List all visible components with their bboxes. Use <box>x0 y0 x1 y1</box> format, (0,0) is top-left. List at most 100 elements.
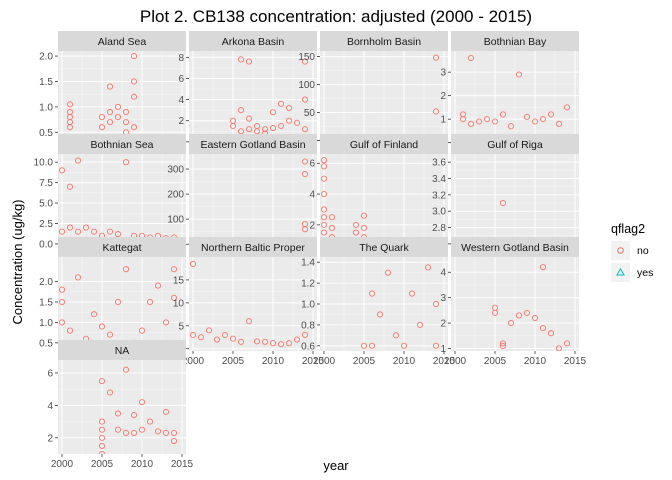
data-point-no <box>130 124 138 131</box>
data-point-no <box>320 191 328 198</box>
data-point-no <box>320 175 328 182</box>
y-axis-title: Concentration (ug/kg) <box>10 199 25 324</box>
data-point-no <box>90 311 98 318</box>
facet-panel: Arkona Basin02468 <box>178 31 317 148</box>
data-point-no <box>130 53 138 60</box>
y-tick-label: 2 <box>440 319 446 330</box>
x-tick-label: 2010 <box>393 356 416 367</box>
data-point-no <box>106 331 114 338</box>
data-point-no <box>320 221 328 228</box>
data-point-no <box>114 103 122 110</box>
y-tick-label: 4 <box>178 95 184 106</box>
data-point-no <box>376 311 384 318</box>
data-points <box>320 157 368 244</box>
facet-panel: Bothnian Bay0123 <box>440 31 579 149</box>
x-tick-label: 2010 <box>262 356 285 367</box>
data-point-no <box>162 408 170 415</box>
x-tick-label: 2000 <box>51 459 74 470</box>
data-point-no <box>162 429 170 436</box>
data-point-no <box>563 340 571 347</box>
data-point-no <box>368 290 376 297</box>
data-point-no <box>563 104 571 111</box>
y-tick-label: 2.0 <box>39 277 53 288</box>
data-point-no <box>301 171 309 178</box>
y-tick-label: 6 <box>47 368 53 379</box>
facet-strip-label: Eastern Gotland Basin <box>200 139 305 151</box>
facet-strip-label: Kattegat <box>102 242 141 254</box>
facet-strip-label: Bornholm Basin <box>347 36 421 48</box>
facet-panel: Kattegat 0.5 1.0 1.5 2.0 <box>39 237 186 351</box>
y-tick-label: 2.5 <box>39 219 53 230</box>
y-tick-label: 1.4 <box>301 258 315 269</box>
data-point-no <box>237 338 245 345</box>
data-point-no <box>98 418 106 425</box>
data-point-no <box>432 300 440 308</box>
data-point-no <box>114 410 122 417</box>
data-point-no <box>328 214 336 221</box>
data-point-no <box>245 58 253 65</box>
facet-panel: Gulf of Finland 2 4 6 <box>309 134 448 248</box>
x-tick-label: 2005 <box>353 356 376 367</box>
data-point-no <box>58 286 66 293</box>
data-point-no <box>301 331 309 339</box>
facet-panel: Bornholm Basin050100150 <box>298 31 448 147</box>
y-tick-label: 1.5 <box>39 77 53 88</box>
data-point-no <box>320 206 328 213</box>
y-tick-label: 3.4 <box>432 174 446 185</box>
data-point-no <box>424 264 432 271</box>
data-point-no <box>229 117 237 124</box>
data-point-no <box>122 266 130 273</box>
y-tick-label: 1 <box>440 115 446 126</box>
data-point-no <box>432 342 440 349</box>
data-point-no <box>352 221 360 228</box>
data-point-no <box>229 335 237 342</box>
y-tick-label: 3.6 <box>432 158 446 169</box>
data-point-no <box>459 116 467 123</box>
data-point-no <box>122 119 130 126</box>
y-tick-label: 5 <box>178 321 184 332</box>
data-point-no <box>122 429 130 436</box>
y-tick-label: 10 <box>173 298 185 309</box>
y-tick-label: 6 <box>309 159 315 170</box>
data-point-no <box>213 336 221 343</box>
x-tick-label: 2005 <box>91 459 114 470</box>
chart-title: Plot 2. CB138 concentration: adjusted (2… <box>140 7 532 26</box>
data-point-no <box>459 111 467 118</box>
facet-strip-label: Gulf of Riga <box>487 139 543 151</box>
y-tick-label: 4 <box>440 268 446 279</box>
data-point-no <box>285 104 293 112</box>
x-tick-label: 2015 <box>302 356 325 367</box>
y-tick-label: 1.0 <box>39 318 53 329</box>
x-tick-label: 2015 <box>433 356 456 367</box>
legend-label: no <box>637 245 649 257</box>
y-tick-label: 2 <box>309 220 315 231</box>
facet-strip <box>58 134 186 154</box>
x-tick-label: 2010 <box>131 459 154 470</box>
data-point-no <box>74 228 82 235</box>
y-tick-label: 0.0 <box>39 239 53 250</box>
data-point-no <box>277 100 285 107</box>
x-tick-label: 2015 <box>564 356 587 367</box>
data-point-no <box>237 128 245 135</box>
legend-triangle-icon <box>616 267 625 276</box>
data-point-no <box>301 58 309 65</box>
data-point-no <box>170 429 178 436</box>
data-point-no <box>261 338 269 345</box>
data-point-no <box>130 78 138 85</box>
data-point-no <box>320 163 328 170</box>
data-point-no <box>360 224 368 232</box>
data-point-no <box>106 119 114 126</box>
data-point-no <box>467 55 475 62</box>
data-points <box>360 264 440 349</box>
x-tick-label: 2010 <box>524 356 547 367</box>
facet-strip-label: Northern Baltic Proper <box>201 242 305 254</box>
data-point-no <box>74 157 82 164</box>
data-point-no <box>66 108 74 116</box>
data-point-no <box>197 334 205 341</box>
data-point-no <box>499 340 507 347</box>
data-point-no <box>114 298 122 306</box>
y-tick-label: 5.0 <box>39 199 53 210</box>
data-point-no <box>547 111 555 118</box>
data-point-no <box>467 120 475 127</box>
